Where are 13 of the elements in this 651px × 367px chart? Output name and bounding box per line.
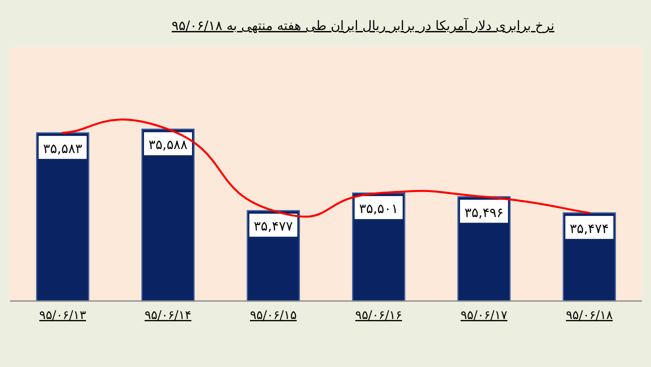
x-tick-label: ۹۵/۰۶/۱۴	[144, 308, 192, 322]
data-label: ۳۵,۴۷۷	[254, 220, 293, 235]
x-tick-label: ۹۵/۰۶/۱۵	[250, 308, 297, 322]
data-label: ۳۵,۵۸۳	[43, 142, 82, 157]
x-tick-label: ۹۵/۰۶/۱۶	[355, 308, 402, 322]
data-label: ۳۵,۴۹۶	[464, 206, 504, 221]
data-label: ۳۵,۴۷۴	[570, 222, 609, 237]
x-tick-label: ۹۵/۰۶/۱۳	[39, 308, 87, 322]
data-label: ۳۵,۵۰۱	[359, 202, 398, 218]
x-tick-label: ۹۵/۰۶/۱۸	[566, 308, 614, 322]
x-tick-label: ۹۵/۰۶/۱۷	[460, 308, 508, 322]
chart-title: نرخ برابری دلار آمریکا در برابر ریال ایران طی هفته منتهی به ۹۵/۰۶/۱۸	[172, 17, 554, 34]
data-label: ۳۵,۵۸۸	[148, 138, 188, 154]
